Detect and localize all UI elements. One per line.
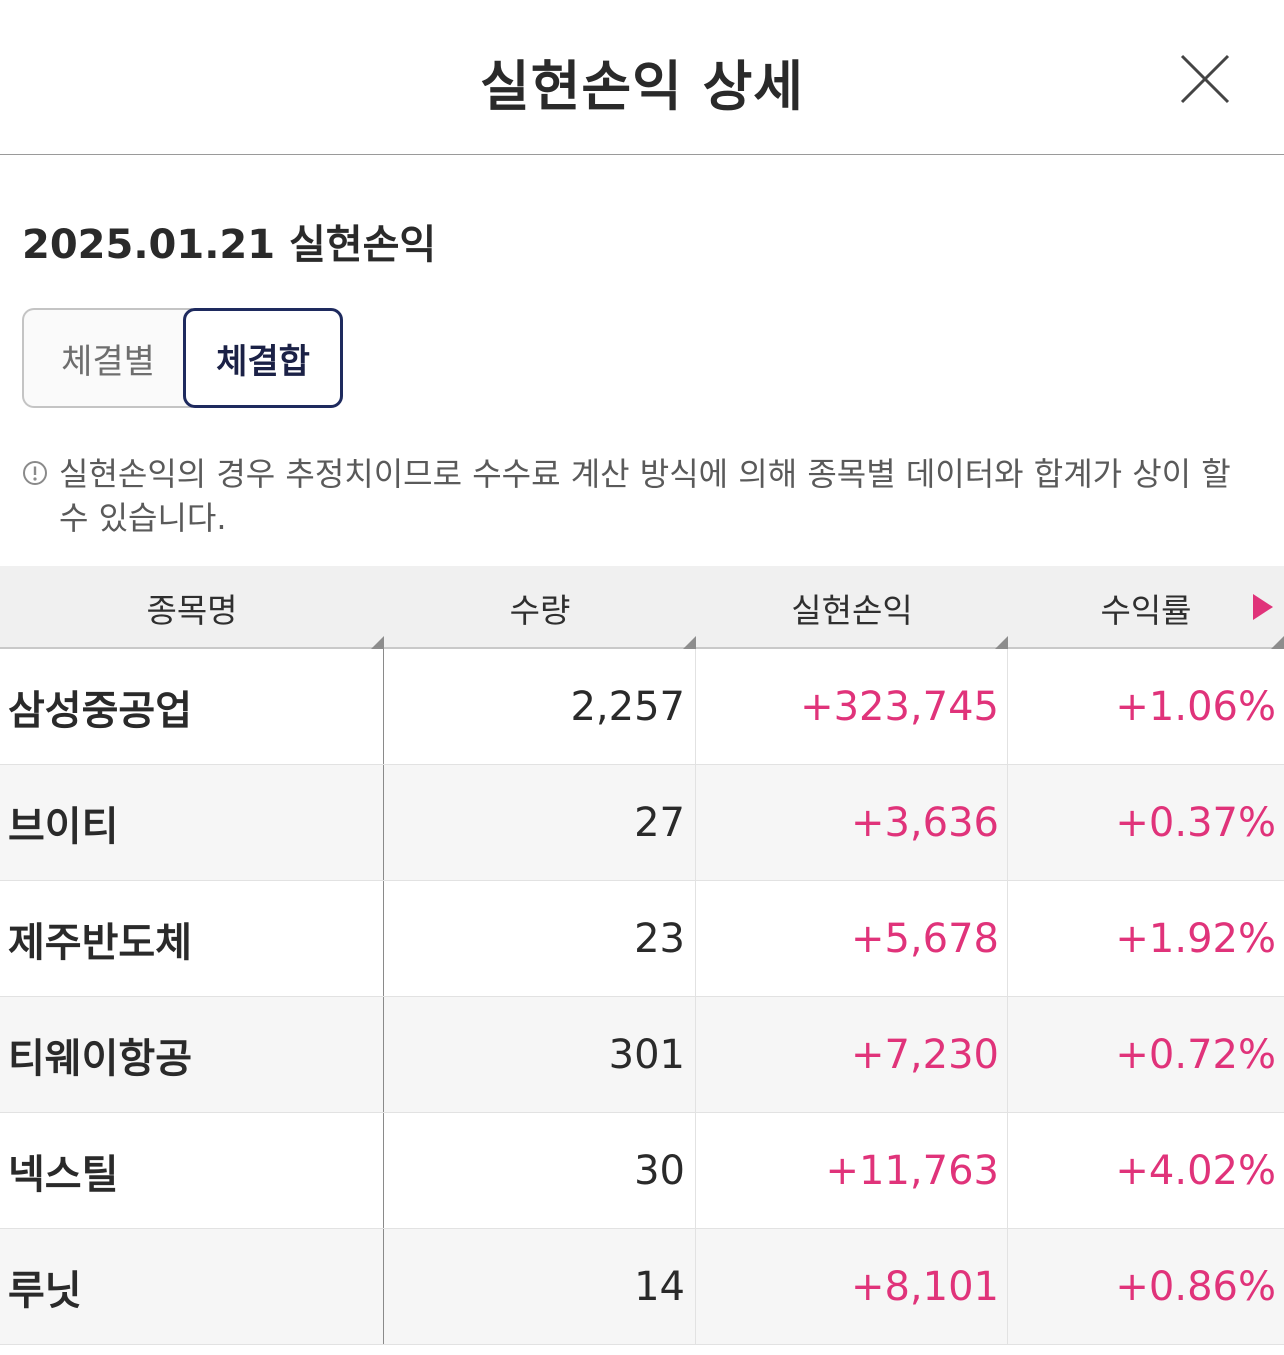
column-label: 실현손익: [791, 590, 913, 630]
stock-name: 루닛: [0, 1229, 384, 1344]
stock-name: 티웨이항공: [0, 997, 384, 1112]
column-header-return-rate[interactable]: 수익률: [1008, 566, 1284, 649]
sort-indicator-icon: [995, 636, 1008, 649]
sort-indicator-icon: [1271, 636, 1284, 649]
pnl-table: 종목명 수량 실현손익 수익률 삼성중공업 2,257 +323,745 +1.…: [0, 566, 1284, 1345]
stock-name: 브이티: [0, 765, 384, 880]
return-rate: +1.92%: [1115, 915, 1276, 962]
realized-pnl: +8,101: [696, 1229, 1008, 1344]
table-row[interactable]: 제주반도체 23 +5,678 +1.92%: [0, 881, 1284, 997]
tab-by-execution[interactable]: 체결별: [22, 308, 192, 408]
table-row[interactable]: 넥스틸 30 +11,763 +4.02%: [0, 1113, 1284, 1229]
return-rate: +0.37%: [1115, 799, 1276, 846]
scroll-right-arrow-icon[interactable]: [1253, 594, 1273, 620]
notice-text: 실현손익의 경우 추정치이므로 수수료 계산 방식에 의해 종목별 데이터와 합…: [59, 455, 1231, 537]
table-header: 종목명 수량 실현손익 수익률: [0, 566, 1284, 649]
tab-execution-sum[interactable]: 체결합: [183, 308, 343, 408]
return-rate: +0.86%: [1115, 1263, 1276, 1310]
date-pnl-heading: 2025.01.21 실현손익: [22, 222, 437, 268]
close-button[interactable]: [1172, 46, 1238, 112]
sort-indicator-icon: [683, 636, 696, 649]
close-icon: [1180, 54, 1230, 104]
quantity: 27: [384, 765, 696, 880]
column-header-realized-pnl[interactable]: 실현손익: [696, 566, 1008, 649]
column-header-stock-name[interactable]: 종목명: [0, 566, 384, 649]
realized-pnl: +5,678: [696, 881, 1008, 996]
return-rate: +1.06%: [1115, 683, 1276, 730]
quantity: 14: [384, 1229, 696, 1344]
table-row[interactable]: 루닛 14 +8,101 +0.86%: [0, 1229, 1284, 1345]
realized-pnl: +11,763: [696, 1113, 1008, 1228]
column-label: 수량: [509, 590, 571, 630]
column-label: 수익률: [1100, 590, 1192, 630]
table-row[interactable]: 티웨이항공 301 +7,230 +0.72%: [0, 997, 1284, 1113]
stock-name: 넥스틸: [0, 1113, 384, 1228]
return-rate: +0.72%: [1115, 1031, 1276, 1078]
realized-pnl: +7,230: [696, 997, 1008, 1112]
realized-pnl: +3,636: [696, 765, 1008, 880]
stock-name: 제주반도체: [0, 881, 384, 996]
column-label: 종목명: [146, 590, 238, 630]
quantity: 23: [384, 881, 696, 996]
notice: 실현손익의 경우 추정치이므로 수수료 계산 방식에 의해 종목별 데이터와 합…: [22, 452, 1262, 540]
column-header-quantity[interactable]: 수량: [384, 566, 696, 649]
quantity: 30: [384, 1113, 696, 1228]
return-rate: +4.02%: [1115, 1147, 1276, 1194]
stock-name: 삼성중공업: [0, 649, 384, 764]
sort-indicator-icon: [371, 636, 384, 649]
quantity: 2,257: [384, 649, 696, 764]
realized-pnl: +323,745: [696, 649, 1008, 764]
table-row[interactable]: 삼성중공업 2,257 +323,745 +1.06%: [0, 649, 1284, 765]
modal-header: 실현손익 상세: [0, 0, 1284, 155]
view-mode-toggle: 체결별 체결합: [22, 308, 343, 408]
page-title: 실현손익 상세: [480, 55, 804, 118]
info-circle-icon: [22, 460, 48, 486]
quantity: 301: [384, 997, 696, 1112]
table-row[interactable]: 브이티 27 +3,636 +0.37%: [0, 765, 1284, 881]
